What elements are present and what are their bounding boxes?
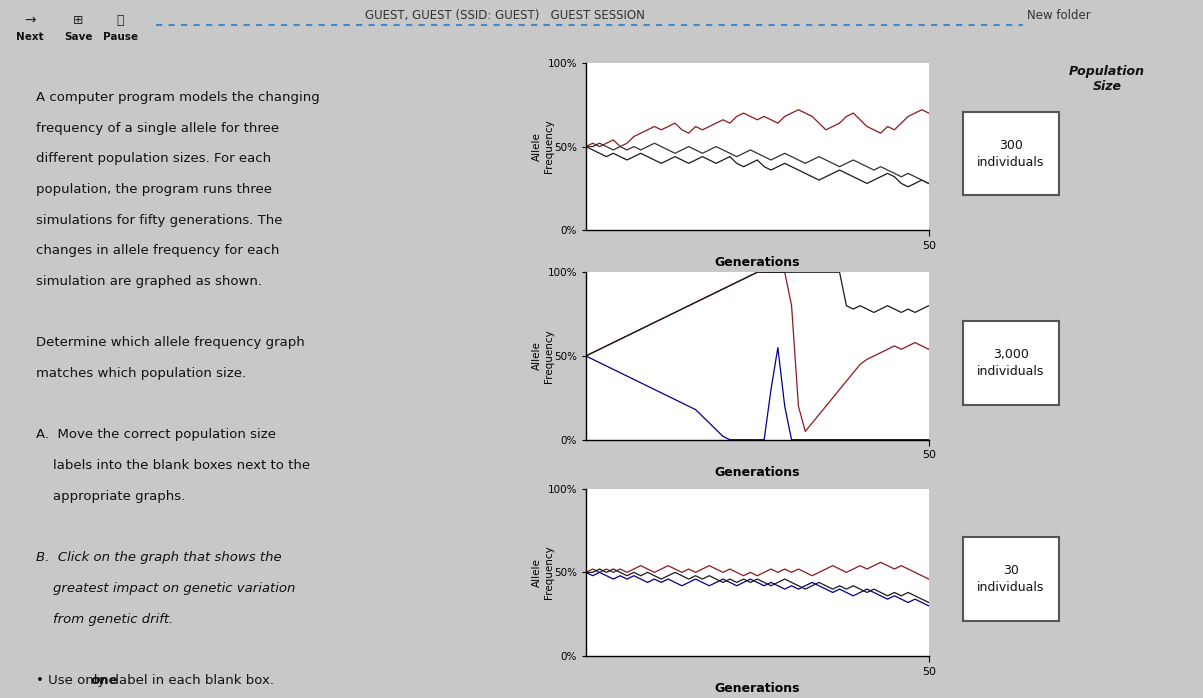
X-axis label: Generations: Generations <box>715 466 800 479</box>
Text: →: → <box>24 13 36 27</box>
Text: ⏸: ⏸ <box>117 14 124 27</box>
Text: labels into the blank boxes next to the: labels into the blank boxes next to the <box>36 459 310 472</box>
X-axis label: Generations: Generations <box>715 256 800 269</box>
Text: appropriate graphs.: appropriate graphs. <box>36 490 185 503</box>
Text: changes in allele frequency for each: changes in allele frequency for each <box>36 244 279 258</box>
Text: population, the program runs three: population, the program runs three <box>36 183 272 196</box>
Text: Next: Next <box>17 32 43 42</box>
Text: different population sizes. For each: different population sizes. For each <box>36 152 272 165</box>
Text: 30
individuals: 30 individuals <box>977 565 1044 594</box>
Text: Pause: Pause <box>102 32 138 42</box>
Text: A computer program models the changing: A computer program models the changing <box>36 91 320 104</box>
Text: B.  Click on the graph that shows the: B. Click on the graph that shows the <box>36 551 282 564</box>
Text: greatest impact on genetic variation: greatest impact on genetic variation <box>36 582 296 595</box>
Text: A.  Move the correct population size: A. Move the correct population size <box>36 429 277 441</box>
Text: Determine which allele frequency graph: Determine which allele frequency graph <box>36 336 304 350</box>
Text: from genetic drift.: from genetic drift. <box>36 613 173 625</box>
Y-axis label: Allele
Frequency: Allele Frequency <box>533 329 553 383</box>
Text: GUEST, GUEST (SSID: GUEST)   GUEST SESSION: GUEST, GUEST (SSID: GUEST) GUEST SESSION <box>366 9 645 22</box>
Text: simulation are graphed as shown.: simulation are graphed as shown. <box>36 275 262 288</box>
Y-axis label: Allele
Frequency: Allele Frequency <box>533 119 553 174</box>
Text: label in each blank box.: label in each blank box. <box>111 674 274 687</box>
Y-axis label: Allele
Frequency: Allele Frequency <box>533 545 553 600</box>
Text: simulations for fifty generations. The: simulations for fifty generations. The <box>36 214 283 227</box>
Text: New folder: New folder <box>1027 9 1090 22</box>
Text: frequency of a single allele for three: frequency of a single allele for three <box>36 121 279 135</box>
Text: 3,000
individuals: 3,000 individuals <box>977 348 1044 378</box>
Text: matches which population size.: matches which population size. <box>36 367 247 380</box>
Text: Save: Save <box>64 32 93 42</box>
Text: ⊞: ⊞ <box>73 14 83 27</box>
Text: • Use only: • Use only <box>36 674 109 687</box>
Text: 300
individuals: 300 individuals <box>977 139 1044 168</box>
Text: Population
Size: Population Size <box>1069 65 1145 93</box>
Text: one: one <box>90 674 118 687</box>
X-axis label: Generations: Generations <box>715 682 800 695</box>
